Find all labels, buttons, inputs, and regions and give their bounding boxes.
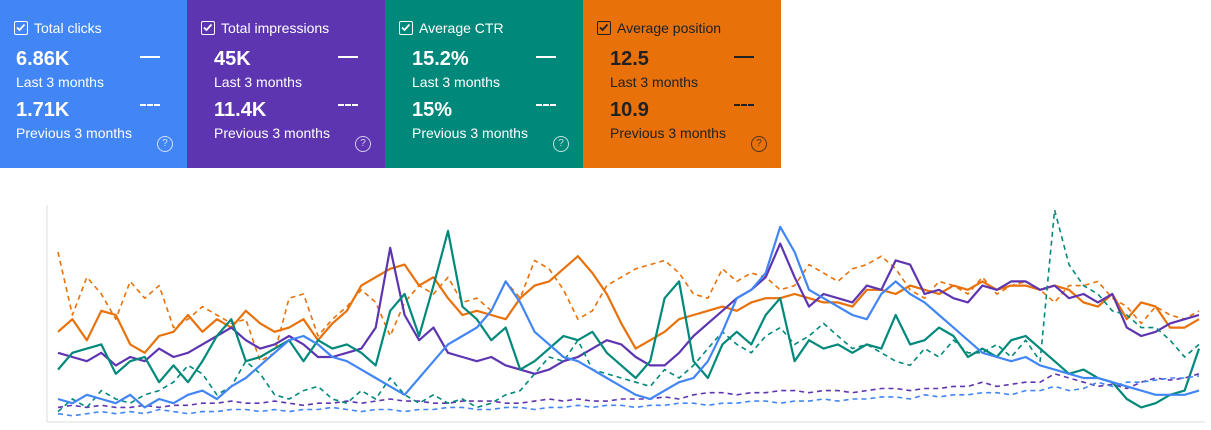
current-value: 15.2% — [412, 48, 469, 70]
help-icon[interactable]: ? — [355, 136, 371, 152]
card-title: Average CTR — [419, 20, 504, 36]
current-period-label: Last 3 months — [610, 74, 698, 90]
average-position-card[interactable]: Average position 12.5 Last 3 months 10.9… — [583, 0, 781, 168]
series-layer — [57, 209, 1201, 417]
solid-line-legend-icon — [734, 56, 754, 58]
average-position-header[interactable]: Average position — [597, 20, 721, 36]
solid-line-legend-icon — [338, 56, 358, 58]
previous-period-label: Previous 3 months — [610, 125, 726, 141]
previous-period-label: Previous 3 months — [214, 125, 330, 141]
series-line-6 — [57, 225, 1200, 409]
average-ctr-card[interactable]: Average CTR 15.2% Last 3 months 15% Prev… — [385, 0, 583, 168]
total-clicks-header[interactable]: Total clicks — [14, 20, 102, 36]
dashed-line-legend-icon — [734, 104, 754, 106]
help-icon[interactable]: ? — [751, 136, 767, 152]
dashed-line-legend-icon — [536, 104, 556, 106]
average-ctr-header[interactable]: Average CTR — [399, 20, 504, 36]
previous-value: 10.9 — [610, 99, 649, 121]
current-period-label: Last 3 months — [214, 74, 302, 90]
previous-value: 11.4K — [214, 99, 267, 121]
series-line-3 — [57, 373, 1200, 409]
previous-value: 1.71K — [16, 99, 70, 121]
checkbox-checked-icon[interactable] — [399, 21, 413, 35]
series-line-1 — [57, 251, 1200, 362]
card-title: Total clicks — [34, 20, 102, 36]
series-line-7 — [57, 375, 1200, 417]
help-icon[interactable]: ? — [157, 136, 173, 152]
series-line-2 — [57, 242, 1200, 375]
checkbox-checked-icon[interactable] — [201, 21, 215, 35]
total-impressions-card[interactable]: Total impressions 45K Last 3 months 11.4… — [187, 0, 385, 168]
solid-line-legend-icon — [536, 56, 556, 58]
solid-line-legend-icon — [140, 56, 160, 58]
total-clicks-card[interactable]: Total clicks 6.86K Last 3 months 1.71K P… — [0, 0, 187, 168]
checkbox-checked-icon[interactable] — [597, 21, 611, 35]
current-period-label: Last 3 months — [16, 74, 104, 90]
previous-value: 15% — [412, 99, 453, 121]
total-impressions-header[interactable]: Total impressions — [201, 20, 329, 36]
series-line-0 — [57, 255, 1200, 354]
dashed-line-legend-icon — [338, 104, 358, 106]
performance-line-chart[interactable] — [0, 190, 1211, 430]
help-icon[interactable]: ? — [553, 136, 569, 152]
current-value: 45K — [214, 48, 251, 70]
card-title: Total impressions — [221, 20, 330, 36]
card-title: Average position — [617, 20, 722, 36]
current-value: 6.86K — [16, 48, 70, 70]
current-value: 12.5 — [610, 48, 649, 70]
series-line-4 — [57, 229, 1201, 409]
dashed-line-legend-icon — [140, 104, 160, 106]
previous-period-label: Previous 3 months — [412, 125, 528, 141]
series-line-5 — [57, 209, 1200, 413]
current-period-label: Last 3 months — [412, 74, 500, 90]
checkbox-checked-icon[interactable] — [14, 21, 28, 35]
previous-period-label: Previous 3 months — [16, 125, 132, 141]
